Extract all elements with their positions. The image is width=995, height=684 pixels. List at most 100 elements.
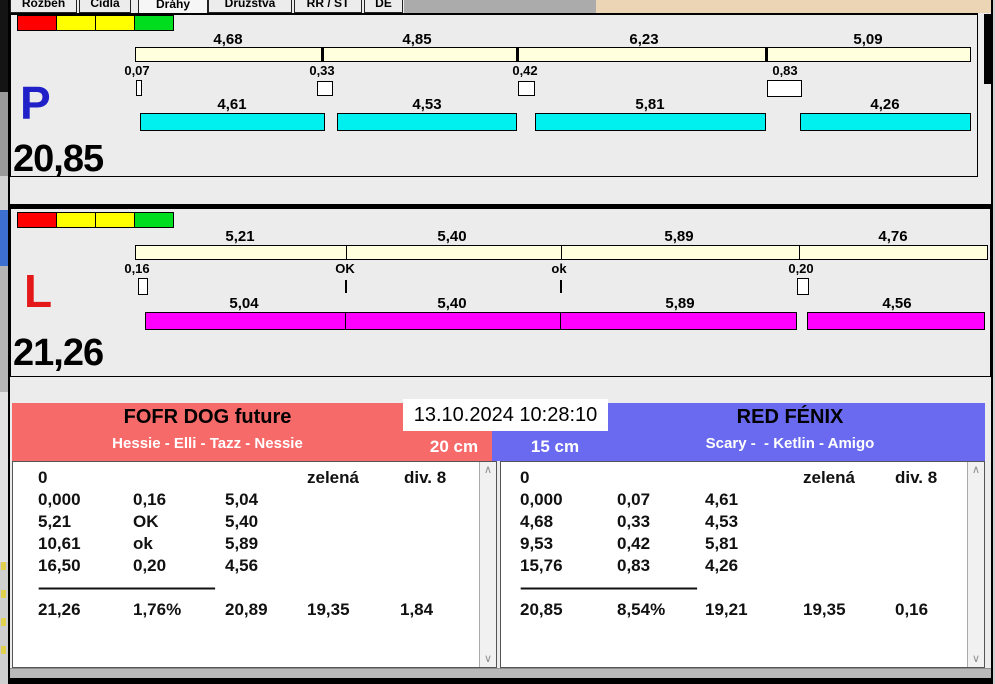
dog-time-bar bbox=[800, 113, 971, 131]
results-table-right[interactable] bbox=[500, 461, 985, 668]
dog-time-label: 4,53 bbox=[412, 96, 442, 113]
sliver-fragment bbox=[0, 392, 8, 562]
bottom-status-strip bbox=[10, 668, 991, 679]
split-time-label: 4,85 bbox=[402, 31, 432, 48]
table-cell: zelená bbox=[307, 468, 359, 487]
traffic-light-yellow bbox=[96, 16, 134, 30]
sliver-fragment bbox=[1, 646, 6, 654]
table-cell: 0,16 bbox=[133, 490, 167, 509]
ruler-divider bbox=[321, 48, 324, 61]
lane-letter-p: P bbox=[20, 77, 51, 129]
scrollbar-left-table[interactable]: ∧ ∨ bbox=[479, 462, 496, 667]
table-cell: 15,76 bbox=[520, 556, 563, 575]
split-time-label: 4,76 bbox=[878, 228, 908, 245]
traffic-light-red bbox=[18, 16, 56, 30]
tab-de[interactable]: DE bbox=[364, 0, 403, 13]
scroll-down-arrow[interactable]: ∨ bbox=[483, 653, 493, 665]
table-cell: 0,07 bbox=[617, 490, 651, 509]
ruler-divider bbox=[516, 48, 519, 61]
table-cell: 4,53 bbox=[705, 512, 739, 531]
table-cell: 0 bbox=[520, 468, 530, 487]
table-cell: 0 bbox=[38, 468, 48, 487]
tab-bar: Rozběh Čidla Dráhy Družstva RR / ST DE bbox=[10, 0, 991, 13]
team-name-right: RED FÉNIX bbox=[736, 406, 844, 428]
tab-rozbeh[interactable]: Rozběh bbox=[10, 0, 77, 13]
split-time-label: 5,09 bbox=[853, 31, 883, 48]
scrollbar-right-table[interactable]: ∧ ∨ bbox=[967, 462, 984, 667]
crossing-indicator-box bbox=[138, 278, 148, 295]
table-cell: 20,89 bbox=[225, 600, 268, 619]
datetime-display: 13.10.2024 10:28:10 bbox=[403, 399, 608, 431]
tab-cidla[interactable]: Čidla bbox=[79, 0, 131, 13]
split-time-label: 5,89 bbox=[664, 228, 694, 245]
team-dogs-right: Scary - - Ketlin - Amigo bbox=[705, 435, 875, 452]
table-separator: ----------------------------------------… bbox=[38, 578, 216, 597]
lane-panel-l bbox=[10, 204, 991, 377]
lane-letter-l: L bbox=[24, 265, 53, 317]
table-cell: 0,16 bbox=[895, 600, 929, 619]
table-cell: 1,84 bbox=[400, 600, 434, 619]
table-cell: 5,40 bbox=[225, 512, 259, 531]
traffic-light-green bbox=[135, 213, 173, 227]
table-cell: ok bbox=[133, 534, 153, 553]
crossing-time-label: 0,16 bbox=[124, 261, 150, 276]
split-time-label: 6,23 bbox=[629, 31, 659, 48]
scroll-up-arrow[interactable]: ∧ bbox=[483, 464, 493, 476]
table-cell: 1,76% bbox=[133, 600, 182, 619]
crossing-ok-label: OK bbox=[335, 261, 355, 276]
background-window-sliver bbox=[0, 0, 8, 684]
scroll-down-arrow[interactable]: ∨ bbox=[971, 653, 981, 665]
ruler-divider bbox=[799, 246, 800, 259]
dog-time-label: 4,61 bbox=[217, 96, 247, 113]
tab-rr-st[interactable]: RR / ST bbox=[294, 0, 362, 13]
dog-time-label: 4,56 bbox=[882, 295, 912, 312]
jump-height-badge-left: 20 cm bbox=[429, 437, 479, 456]
dog-time-label: 5,89 bbox=[665, 295, 695, 312]
traffic-light-red bbox=[18, 213, 56, 227]
dog-time-label: 5,04 bbox=[229, 295, 259, 312]
results-table-left[interactable] bbox=[12, 461, 497, 668]
traffic-light-green bbox=[135, 16, 173, 30]
sliver-fragment bbox=[1, 618, 6, 626]
jump-height-badge-right: 15 cm bbox=[530, 437, 580, 456]
table-cell: 0,20 bbox=[133, 556, 167, 575]
table-cell: 0,000 bbox=[38, 490, 81, 509]
table-cell: 19,21 bbox=[705, 600, 748, 619]
crossing-time-label: 0,33 bbox=[309, 63, 335, 78]
crossing-indicator-box bbox=[518, 81, 535, 96]
dog-time-label: 5,81 bbox=[635, 96, 665, 113]
split-ruler-bar-p bbox=[135, 47, 971, 62]
table-cell: 4,56 bbox=[225, 556, 259, 575]
traffic-light-yellow bbox=[57, 16, 95, 30]
table-cell: 5,04 bbox=[225, 490, 259, 509]
ruler-divider bbox=[561, 246, 562, 259]
window-bottom-border bbox=[8, 678, 993, 684]
table-cell: 4,26 bbox=[705, 556, 739, 575]
ruler-divider bbox=[346, 246, 347, 259]
traffic-light-yellow bbox=[57, 213, 95, 227]
traffic-light-l bbox=[17, 212, 174, 228]
crossing-indicator-box bbox=[317, 81, 333, 96]
tab-druzstva[interactable]: Družstva bbox=[208, 0, 292, 13]
tab-drahy[interactable]: Dráhy bbox=[138, 0, 208, 13]
scroll-up-arrow[interactable]: ∧ bbox=[971, 464, 981, 476]
split-time-label: 5,40 bbox=[437, 228, 467, 245]
bar-divider bbox=[345, 313, 346, 329]
tabbar-right-strip bbox=[596, 0, 991, 13]
table-cell: 0,33 bbox=[617, 512, 651, 531]
crossing-indicator-box bbox=[136, 80, 142, 96]
ok-tick-mark bbox=[560, 280, 562, 293]
dog-time-bar bbox=[337, 113, 517, 131]
crossing-time-label: 0,07 bbox=[124, 63, 150, 78]
bar-divider bbox=[560, 313, 561, 329]
team-dogs-left: Hessie - Elli - Tazz - Nessie bbox=[112, 435, 303, 452]
dog-time-label: 4,26 bbox=[870, 96, 900, 113]
table-cell: 10,61 bbox=[38, 534, 81, 553]
crossing-time-label: 0,20 bbox=[788, 261, 814, 276]
team-name-left: FOFR DOG future bbox=[123, 406, 292, 428]
table-cell: 4,68 bbox=[520, 512, 554, 531]
dog-time-bar-group bbox=[145, 312, 797, 330]
right-edge-strip bbox=[984, 14, 991, 84]
table-cell: 9,53 bbox=[520, 534, 554, 553]
split-time-label: 4,68 bbox=[213, 31, 243, 48]
